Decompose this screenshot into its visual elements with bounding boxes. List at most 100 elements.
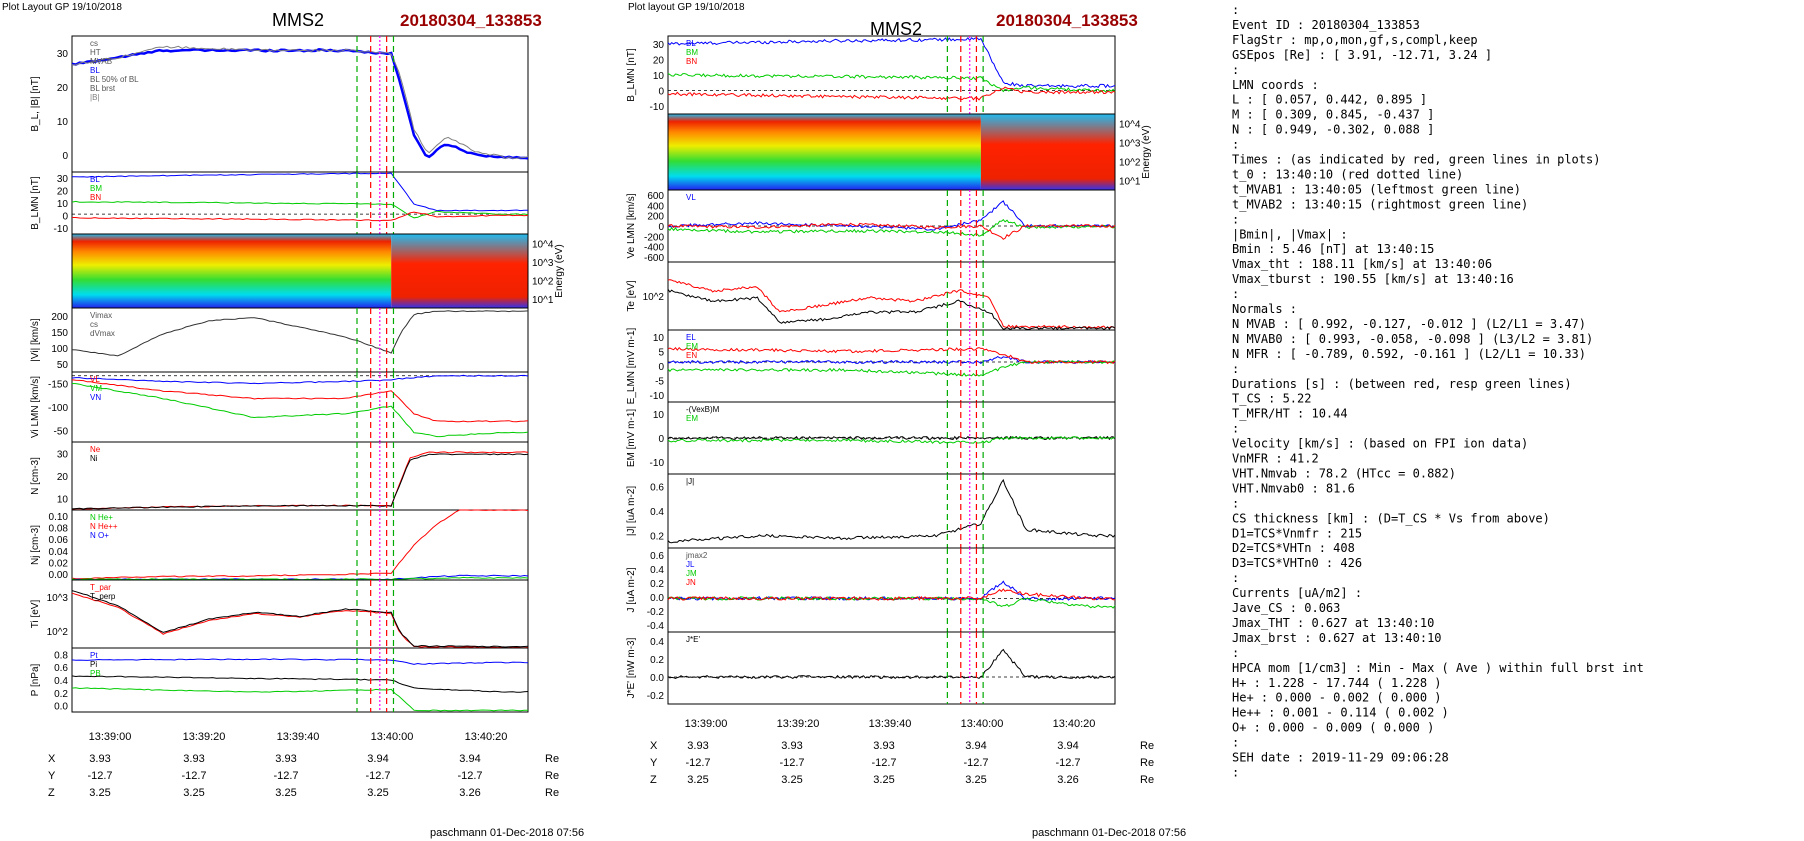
colorbar-tick-label: 10^3 xyxy=(532,258,554,269)
y-tick-label: 0 xyxy=(658,434,664,445)
legend-entry: -(VexB)M xyxy=(686,405,720,414)
y-tick-label: 0 xyxy=(658,87,664,98)
info-line: H+ : 1.228 - 17.744 ( 1.228 ) xyxy=(1232,676,1442,690)
y-tick-label: 0.04 xyxy=(49,547,69,558)
position-value: 3.94 xyxy=(459,753,480,765)
info-line: T_CS : 5.22 xyxy=(1232,392,1311,406)
y-tick-label: 10 xyxy=(57,199,69,210)
colorbar-tick-label: 10^4 xyxy=(532,239,554,250)
y-tick-label: -0.4 xyxy=(647,621,665,632)
y-tick-label: 10 xyxy=(57,495,69,506)
right-footer: paschmann 01-Dec-2018 07:56 xyxy=(1032,827,1186,839)
time-tick-label: 13:39:20 xyxy=(183,731,226,743)
panel-ylabel: J*E' [nW m-3] xyxy=(626,637,637,698)
series-line xyxy=(71,509,529,580)
left-footer: paschmann 01-Dec-2018 07:56 xyxy=(430,827,584,839)
y-tick-label: -10 xyxy=(650,458,665,469)
info-line: D3=TCS*VHTn0 : 426 xyxy=(1232,556,1362,570)
legend-entry: BM xyxy=(686,48,698,57)
series-line xyxy=(667,218,1116,237)
position-value: 3.94 xyxy=(1057,740,1078,752)
position-value: 3.26 xyxy=(459,787,480,799)
spectrogram-hot xyxy=(980,114,1115,190)
legend-entry: EN xyxy=(686,351,697,360)
info-line: LMN coords : xyxy=(1232,78,1319,92)
y-tick-label: 100 xyxy=(51,344,68,355)
info-line: Jmax_THT : 0.627 at 13:40:10 xyxy=(1232,616,1434,630)
right-spacecraft-title: MMS2 xyxy=(870,19,922,39)
legend-entry: PB xyxy=(90,669,101,678)
y-tick-label: 0.8 xyxy=(54,650,68,661)
info-line: : xyxy=(1232,287,1239,301)
time-tick-label: 13:40:20 xyxy=(465,731,508,743)
info-line: : xyxy=(1232,422,1239,436)
position-value: -12.7 xyxy=(779,757,804,769)
info-line: : xyxy=(1232,496,1239,510)
series-line xyxy=(71,453,529,510)
position-value: -12.7 xyxy=(1055,757,1080,769)
panel-ylabel: J [uA m-2] xyxy=(626,567,637,612)
series-line xyxy=(71,592,529,649)
info-line: Vmax_tht : 188.11 [km/s] at 13:40:06 xyxy=(1232,257,1492,271)
info-line: |Bmin|, |Vmax| : xyxy=(1232,227,1348,241)
y-tick-label: -0.2 xyxy=(647,607,665,618)
legend-entry: cs xyxy=(90,320,98,329)
legend-entry: Ni xyxy=(90,454,98,463)
position-units: Re xyxy=(545,770,559,782)
y-tick-label: 10^2 xyxy=(47,627,69,638)
spectrogram-cold xyxy=(72,234,392,308)
info-line: t_MVAB1 : 13:40:05 (leftmost green line) xyxy=(1232,182,1521,196)
info-line: t_0 : 13:40:10 (red dotted line) xyxy=(1232,167,1463,181)
legend-entry: Pt xyxy=(90,651,98,660)
y-tick-label: 30 xyxy=(57,449,69,460)
legend-entry: BL 50% of BL xyxy=(90,75,139,84)
y-tick-label: -400 xyxy=(644,243,664,254)
y-tick-label: 0 xyxy=(62,151,68,162)
info-line: Bmin : 5.46 [nT] at 13:40:15 xyxy=(1232,242,1434,256)
legend-entry: dVmax xyxy=(90,329,115,338)
series-line xyxy=(71,172,528,212)
y-tick-label: 200 xyxy=(51,312,68,323)
y-tick-label: 0 xyxy=(658,222,664,233)
y-tick-label: 0.08 xyxy=(49,524,69,535)
legend-entry: BL xyxy=(90,175,100,184)
info-line: D1=TCS*Vnmfr : 215 xyxy=(1232,526,1362,540)
info-line: VnMFR : 41.2 xyxy=(1232,452,1319,466)
series-line xyxy=(71,45,529,160)
legend-entry: JL xyxy=(686,560,695,569)
legend-entry: MVAB xyxy=(90,57,112,66)
legend-entry: JN xyxy=(686,578,696,587)
panel-ylabel: B_LMN [nT] xyxy=(30,176,41,230)
y-tick-label: 0.2 xyxy=(650,532,664,543)
info-line: : xyxy=(1232,212,1239,226)
panel-frame xyxy=(667,631,1116,705)
y-tick-label: -0.2 xyxy=(647,691,665,702)
y-tick-label: 0.2 xyxy=(650,655,664,666)
legend-entry: EM xyxy=(686,414,698,423)
panel-ylabel: Nj [cm-3] xyxy=(30,525,41,565)
legend-entry: Pi xyxy=(90,660,97,669)
position-value: 3.25 xyxy=(183,787,204,799)
colorbar-tick-label: 10^2 xyxy=(532,276,554,287)
y-tick-label: 20 xyxy=(57,472,69,483)
panel-frame xyxy=(71,441,529,511)
position-row-label: Z xyxy=(650,774,657,786)
position-value: -12.7 xyxy=(685,757,710,769)
info-line: L : [ 0.057, 0.442, 0.895 ] xyxy=(1232,93,1427,107)
position-value: 3.93 xyxy=(89,753,110,765)
y-tick-label: 0.06 xyxy=(49,535,69,546)
y-tick-label: -10 xyxy=(650,391,665,402)
panel-ylabel: P [nPa] xyxy=(30,663,41,696)
y-tick-label: 200 xyxy=(647,212,664,223)
panel-ylabel: Ve LMN [km/s] xyxy=(626,193,637,258)
y-tick-label: 0.10 xyxy=(49,512,69,523)
spectrogram-cold xyxy=(668,114,981,190)
right-time-axis: 13:39:00 13:39:20 13:39:40 13:40:00 13:4… xyxy=(685,718,1096,730)
time-tick-label: 13:39:00 xyxy=(89,731,132,743)
info-line: VHT.Nmvab : 78.2 (HTcc = 0.882) xyxy=(1232,466,1456,480)
time-tick-label: 13:39:40 xyxy=(869,718,912,730)
position-row-label: Y xyxy=(48,770,56,782)
info-line: D2=TCS*VHTn : 408 xyxy=(1232,541,1355,555)
info-line: : xyxy=(1232,571,1239,585)
